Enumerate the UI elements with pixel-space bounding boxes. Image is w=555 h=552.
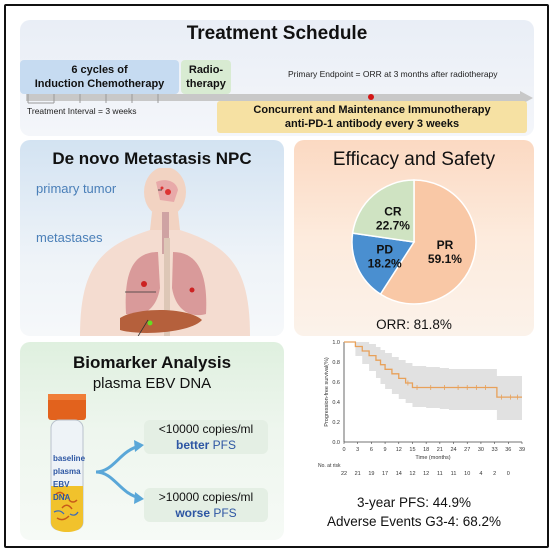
high-word: worse (175, 506, 210, 520)
km-at-risk-value: 12 (423, 471, 429, 477)
km-y-tick: 0.2 (332, 420, 340, 426)
km-at-risk-value: 14 (396, 471, 402, 477)
km-x-tick: 30 (478, 447, 484, 453)
km-risk-label: No. at risk (318, 463, 341, 469)
treatment-schedule-panel: Treatment Schedule 6 cycles of Induction… (20, 20, 534, 136)
km-at-risk-value: 21 (355, 471, 361, 477)
km-y-tick: 0.0 (332, 440, 340, 446)
km-at-risk-value: 12 (409, 471, 415, 477)
km-at-risk-value: 11 (437, 471, 443, 477)
km-at-risk-value: 2 (493, 471, 496, 477)
km-x-tick: 12 (396, 447, 402, 453)
pie-slice-pd (351, 232, 416, 296)
immuno-label-2: anti-PD-1 antibody every 3 weeks (284, 118, 460, 130)
tube-label-2: plasma (53, 467, 81, 476)
pie-slice-cr (351, 179, 415, 243)
km-x-label: Time (months) (415, 455, 450, 461)
pie-label-cr: CR (384, 205, 402, 219)
endpoint-marker (368, 94, 374, 100)
km-x-tick: 24 (450, 447, 456, 453)
npc-title: De novo Metastasis NPC (52, 149, 252, 168)
immunotherapy-bar (217, 101, 527, 133)
km-x-tick: 27 (464, 447, 470, 453)
km-y-tick: 0.8 (332, 360, 340, 366)
pie-label-pd: PD (376, 242, 393, 256)
km-at-risk-value: 0 (507, 471, 510, 477)
graphical-abstract: Treatment Schedule 6 cycles of Induction… (4, 4, 549, 548)
km-x-tick: 0 (342, 447, 345, 453)
km-x-tick: 6 (370, 447, 373, 453)
km-x-tick: 15 (409, 447, 415, 453)
radiotherapy-bar (181, 60, 231, 94)
adverse-events-stat: Adverse Events G3-4: 68.2% (326, 514, 502, 529)
biomarker-panel: Biomarker Analysis plasma EBV DNA baseli… (20, 342, 284, 540)
pie-value-pr: 59.1% (428, 252, 462, 266)
high-threshold: >10000 copies/ml (158, 490, 254, 504)
blood-tube-icon (48, 394, 86, 532)
immuno-label-1: Concurrent and Maintenance Immunotherapy (253, 104, 491, 116)
km-y-tick: 0.4 (332, 400, 340, 406)
km-x-tick: 39 (519, 447, 525, 453)
km-x-tick: 33 (492, 447, 498, 453)
km-y-tick: 1.0 (332, 340, 340, 346)
pie-slice-pr (379, 179, 477, 305)
split-arrow-icon (95, 440, 144, 504)
km-at-risk-value: 10 (464, 471, 470, 477)
radio-label-1: Radio- (188, 64, 224, 76)
primary-endpoint-text: Primary Endpoint = ORR at 3 months after… (288, 69, 498, 79)
km-y-tick: 0.6 (332, 380, 340, 386)
metastases-label: metastases (36, 230, 103, 245)
efficacy-title: Efficacy and Safety (332, 149, 496, 170)
induction-label-2: Induction Chemotherapy (34, 78, 165, 90)
km-at-risk-value: 17 (382, 471, 388, 477)
tube-label-1: baseline (53, 454, 86, 463)
km-x-tick: 21 (437, 447, 443, 453)
low-threshold: <10000 copies/ml (158, 422, 254, 436)
schedule-title: Treatment Schedule (186, 23, 368, 44)
biomarker-subtitle: plasma EBV DNA (92, 375, 212, 392)
km-at-risk-value: 4 (479, 471, 482, 477)
km-at-risk-value: 11 (451, 471, 457, 477)
interval-ticks (27, 94, 159, 104)
orr-stat: ORR: 81.8% (376, 317, 452, 332)
anatomy-illustration (80, 168, 250, 336)
treatment-interval-text: Treatment Interval = 3 weeks (27, 106, 137, 116)
npc-panel: De novo Metastasis NPC primary t (20, 140, 284, 336)
efficacy-panel: Efficacy and Safety PR 59.1% PD 18.2% CR 22.7… (294, 140, 534, 336)
timeline-arrow (26, 94, 520, 101)
km-confidence-band (344, 342, 522, 420)
pie-value-cr: 22.7% (376, 219, 410, 233)
tube-label-4: DNA (53, 493, 71, 502)
low-pfs: PFS (212, 438, 237, 452)
km-x-tick: 36 (505, 447, 511, 453)
induction-label-1: 6 cycles of (71, 64, 128, 76)
km-x-tick: 18 (423, 447, 429, 453)
tube-label-3: EBV (53, 480, 70, 489)
km-x-tick: 3 (356, 447, 359, 453)
km-curve (344, 341, 522, 398)
biomarker-title: Biomarker Analysis (72, 353, 232, 372)
pie-value-pd: 18.2% (368, 256, 402, 270)
high-pfs: PFS (213, 506, 237, 520)
km-at-risk-value: 19 (368, 471, 374, 477)
low-word: better (175, 438, 210, 452)
primary-tumor-label: primary tumor (36, 181, 117, 196)
pfs-stat: 3-year PFS: 44.9% (356, 495, 472, 510)
pfs-km-chart: 0.00.20.40.60.81.00 3 6 9 12 15 18 21 24 27 30 33 36… (318, 340, 525, 477)
km-x-tick: 9 (384, 447, 387, 453)
radio-label-2: therapy (186, 78, 226, 90)
km-at-risk-value: 22 (341, 471, 347, 477)
high-ebv-result: >10000 copies/ml worse PFS (144, 488, 268, 522)
low-ebv-result: <10000 copies/ml better PFS (144, 420, 268, 454)
km-y-label: Progression-free survival(%) (324, 357, 330, 427)
pie-label-pr: PR (437, 238, 454, 252)
induction-chemo-bar (20, 60, 179, 94)
